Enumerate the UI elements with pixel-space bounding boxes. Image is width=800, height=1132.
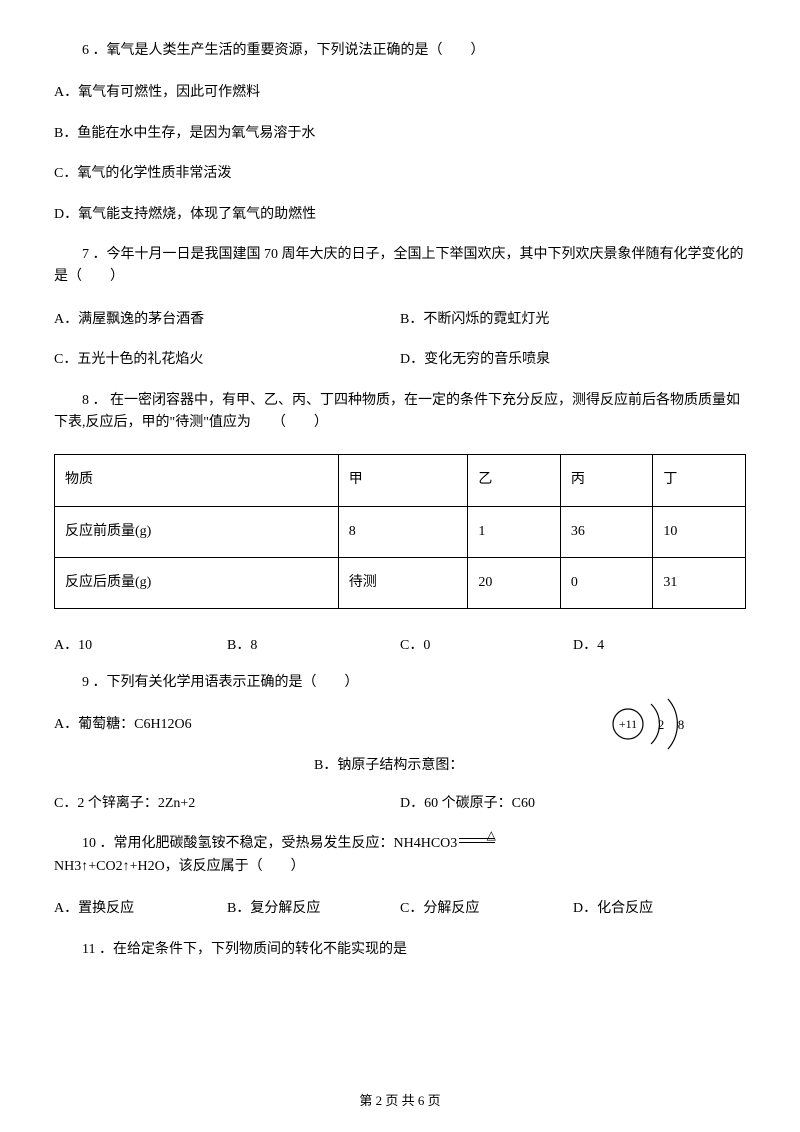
- th-jia: 甲: [338, 455, 468, 506]
- q10-stemB: NH3↑+CO2↑+H2O，该反应属于（ ）: [54, 859, 305, 874]
- q8-table: 物质 甲 乙 丙 丁 反应前质量(g) 8 1 36 10 反应后质量(g) 待…: [54, 454, 746, 609]
- q8-stem: 8 ． 在一密闭容器中，有甲、乙、丙、丁四种物质，在一定的条件下充分反应，测得反…: [54, 390, 746, 435]
- q6-optB: B．鱼能在水中生存，是因为氧气易溶于水: [54, 123, 746, 145]
- q8-optC: C．0: [400, 635, 573, 657]
- atom-diagram: +11 2 8: [598, 696, 706, 752]
- q10-stem: 10 ．常用化肥碳酸氢铵不稳定，受热易发生反应：NH4HCO3 △ NH3↑+C…: [54, 833, 746, 878]
- cell-after-bing: 0: [560, 558, 653, 609]
- q7-optB: B．不断闪烁的霓虹灯光: [400, 309, 746, 331]
- cell-after-ding: 31: [653, 558, 746, 609]
- cell-before-jia: 8: [338, 506, 468, 557]
- q10-optC: C．分解反应: [400, 898, 573, 920]
- shell1-text: 2: [658, 717, 665, 732]
- q8-optB: B．8: [227, 635, 400, 657]
- table-row: 物质 甲 乙 丙 丁: [55, 455, 746, 506]
- cell-before-label: 反应前质量(g): [55, 506, 339, 557]
- cell-before-yi: 1: [468, 506, 561, 557]
- cell-before-ding: 10: [653, 506, 746, 557]
- q10-optB: B．复分解反应: [227, 898, 400, 920]
- q9-optC: C．2 个锌离子：2Zn+2: [54, 793, 400, 815]
- cell-after-yi: 20: [468, 558, 561, 609]
- q6-stem: 6 ．氧气是人类生产生活的重要资源，下列说法正确的是（ ）: [54, 40, 746, 62]
- q6-optA: A．氧气有可燃性，因此可作燃料: [54, 82, 746, 104]
- q7-optC: C．五光十色的礼花焰火: [54, 349, 400, 371]
- th-substance: 物质: [55, 455, 339, 506]
- q9-optB: B．钠原子结构示意图：: [314, 755, 746, 777]
- q10-optD: D．化合反应: [573, 898, 746, 920]
- q8-optA: A．10: [54, 635, 227, 657]
- q10-optA: A．置换反应: [54, 898, 227, 920]
- shell2-text: 8: [678, 717, 685, 732]
- cell-before-bing: 36: [560, 506, 653, 557]
- q9-stem: 9 ．下列有关化学用语表示正确的是（ ）: [54, 672, 746, 694]
- q8-optD: D．4: [573, 635, 746, 657]
- cell-after-label: 反应后质量(g): [55, 558, 339, 609]
- q9-optD: D．60 个碳原子：C60: [400, 793, 746, 815]
- th-ding: 丁: [653, 455, 746, 506]
- table-row: 反应前质量(g) 8 1 36 10: [55, 506, 746, 557]
- th-yi: 乙: [468, 455, 561, 506]
- q7-optA: A．满屋飘逸的茅台酒香: [54, 309, 400, 331]
- q7-stem: 7 ．今年十月一日是我国建国 70 周年大庆的日子，全国上下举国欢庆，其中下列欢…: [54, 244, 746, 289]
- th-bing: 丙: [560, 455, 653, 506]
- q6-optD: D．氧气能支持燃烧，体现了氧气的助燃性: [54, 204, 746, 226]
- table-row: 反应后质量(g) 待测 20 0 31: [55, 558, 746, 609]
- q10-stemA: 10 ．常用化肥碳酸氢铵不稳定，受热易发生反应：NH4HCO3: [82, 836, 457, 851]
- cell-after-jia: 待测: [338, 558, 468, 609]
- nucleus-text: +11: [619, 717, 637, 731]
- q11-stem: 11 ．在给定条件下，下列物质间的转化不能实现的是: [54, 939, 746, 961]
- page-footer: 第 2 页 共 6 页: [0, 1091, 800, 1112]
- q7-optD: D．变化无穷的音乐喷泉: [400, 349, 746, 371]
- sodium-atom-icon: +11 2 8: [606, 696, 706, 752]
- q6-optC: C．氧气的化学性质非常活泼: [54, 163, 746, 185]
